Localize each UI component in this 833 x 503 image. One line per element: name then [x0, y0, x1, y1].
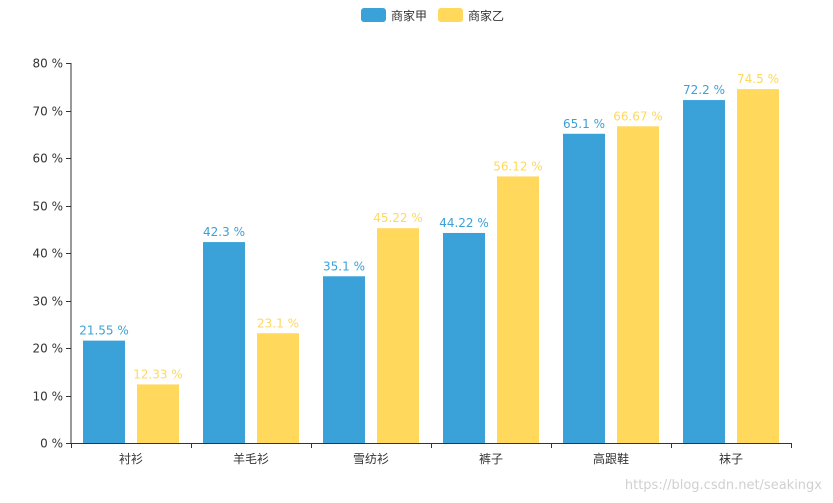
- bars: [83, 89, 779, 444]
- x-tick-label: 羊毛衫: [233, 451, 269, 466]
- y-tick-label: 80 %: [33, 57, 64, 71]
- data-label: 66.67 %: [613, 109, 663, 123]
- bar: [203, 242, 245, 443]
- data-label: 44.22 %: [439, 216, 489, 230]
- bar: [83, 340, 125, 443]
- legend-label: 商家甲: [391, 8, 427, 23]
- x-tick-label: 裤子: [479, 452, 503, 466]
- data-label: 45.22 %: [373, 211, 423, 225]
- data-label: 65.1 %: [563, 117, 605, 131]
- x-axis: 衬衫 羊毛衫 雪纺衫 裤子 高跟鞋 袜子: [71, 443, 792, 466]
- y-tick-label: 10 %: [33, 390, 64, 404]
- y-tick-label: 40 %: [33, 247, 64, 261]
- y-tick-label: 50 %: [33, 200, 64, 214]
- data-label: 12.33 %: [133, 367, 183, 381]
- bar: [617, 126, 659, 443]
- x-tick-label: 袜子: [719, 452, 743, 466]
- bar: [683, 100, 725, 444]
- data-label: 23.1 %: [257, 316, 299, 330]
- legend-label: 商家乙: [468, 8, 504, 23]
- data-label: 21.55 %: [79, 324, 129, 338]
- watermark-text: https://blog.csdn.net/seakingx: [625, 478, 822, 493]
- bar: [323, 276, 365, 443]
- x-tick-label: 衬衫: [119, 452, 143, 466]
- y-tick-label: 0 %: [40, 437, 63, 451]
- data-labels: 21.55 % 42.3 % 35.1 % 44.22 % 65.1 % 72.2 % 12…: [79, 72, 779, 381]
- data-label: 56.12 %: [493, 159, 543, 173]
- bar: [497, 176, 539, 443]
- legend-swatch: [361, 8, 386, 22]
- x-tick-label: 高跟鞋: [593, 451, 629, 466]
- bar: [737, 89, 779, 443]
- bar: [377, 228, 419, 443]
- data-label: 72.2 %: [683, 83, 725, 97]
- legend: 商家甲 商家乙: [361, 8, 504, 23]
- bar: [563, 133, 605, 443]
- legend-swatch: [438, 8, 463, 22]
- x-tick-label: 雪纺衫: [353, 452, 389, 466]
- bar: [443, 232, 485, 443]
- bar: [257, 333, 299, 443]
- data-label: 35.1 %: [323, 259, 365, 273]
- y-tick-label: 70 %: [33, 105, 64, 119]
- y-tick-label: 20 %: [33, 342, 64, 356]
- y-axis: 0 % 10 % 20 % 30 % 40 % 50 % 60 % 70 % 80 %: [33, 57, 72, 451]
- y-tick-label: 30 %: [33, 295, 64, 309]
- y-tick-label: 60 %: [33, 152, 64, 166]
- data-label: 74.5 %: [737, 72, 779, 86]
- bar: [137, 384, 179, 443]
- data-label: 42.3 %: [203, 225, 245, 239]
